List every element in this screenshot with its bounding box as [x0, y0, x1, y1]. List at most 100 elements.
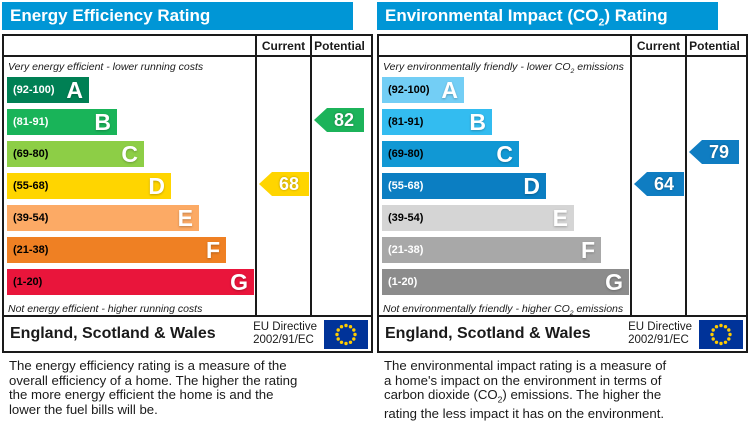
band-letter: G — [605, 269, 623, 295]
rating-band-f: (21-38) F — [382, 237, 601, 263]
band-range-label: (92-100) — [13, 84, 55, 96]
energy-table-footer: England, Scotland & Wales EU Directive 2… — [4, 315, 371, 351]
energy-description: The energy efficiency rating is a measur… — [2, 358, 373, 417]
note-subscript: 2 — [569, 310, 574, 318]
potential-rating-value: 82 — [333, 109, 355, 130]
description-line: The environmental impact rating is a mea… — [384, 358, 667, 373]
title-text: Environmental Impact (CO — [385, 6, 599, 25]
energy-efficiency-panel: Energy Efficiency Rating Current Potenti… — [2, 2, 373, 417]
band-range-label: (69-80) — [388, 148, 424, 160]
note-text: emissions — [574, 61, 624, 73]
note-text: Not environmentally friendly - higher CO — [383, 303, 570, 315]
band-range-label: (81-91) — [13, 116, 49, 128]
description-line: rating the less impact it has on the env… — [384, 406, 665, 422]
energy-bottom-note: Not energy efficient - higher running co… — [8, 303, 203, 315]
band-range-label: (55-68) — [388, 180, 424, 192]
band-letter: E — [552, 205, 568, 231]
title-subscript: 2 — [598, 16, 605, 29]
energy-band-area: Very energy efficient - lower running co… — [4, 57, 255, 315]
band-letter: F — [580, 237, 595, 263]
band-range-label: (21-38) — [13, 244, 49, 256]
environment-top-note: Very environmentally friendly - lower CO… — [379, 59, 630, 75]
eu-flag-icon — [324, 319, 368, 349]
rating-band-e: (39-54) E — [382, 205, 574, 231]
eu-flag-icon — [699, 319, 743, 349]
band-letter: E — [177, 205, 193, 231]
region-label: England, Scotland & Wales — [385, 325, 591, 342]
eu-directive-label: EU Directive 2002/91/EC — [628, 321, 692, 347]
band-letter: C — [121, 141, 138, 167]
energy-table-header: Current Potential — [4, 36, 371, 57]
rating-band-d: (55-68) D — [382, 173, 546, 199]
eu-directive-line2: 2002/91/EC — [628, 334, 689, 346]
band-letter: A — [66, 77, 83, 103]
eu-directive-line2: 2002/91/EC — [253, 334, 314, 346]
rating-band-g: (1-20) G — [382, 269, 629, 295]
rating-band-d: (55-68) D — [7, 173, 171, 199]
band-letter: B — [469, 109, 486, 135]
header-spacer — [379, 36, 630, 55]
band-range-label: (39-54) — [13, 212, 49, 224]
eu-directive-line1: EU Directive — [628, 321, 692, 334]
title-text: ) Rating — [604, 6, 668, 25]
current-column-header: Current — [630, 36, 685, 55]
energy-top-note: Very energy efficient - lower running co… — [8, 61, 204, 73]
band-letter: D — [148, 173, 165, 199]
eu-directive-line1: EU Directive — [253, 321, 317, 334]
band-range-label: (92-100) — [388, 84, 430, 96]
description-line: overall efficiency of a home. The higher… — [9, 372, 298, 388]
band-range-label: (55-68) — [13, 180, 49, 192]
description-line: a home's impact on the environment in te… — [384, 372, 662, 388]
environment-current-column: 64 — [630, 57, 685, 315]
band-letter: F — [205, 237, 220, 263]
band-letter: D — [523, 173, 540, 199]
rating-band-c: (69-80) C — [382, 141, 519, 167]
region-label: England, Scotland & Wales — [10, 325, 216, 342]
environment-panel-title: Environmental Impact (CO2) Rating — [377, 2, 718, 30]
band-letter: B — [94, 109, 111, 135]
band-letter: A — [441, 77, 458, 103]
description-line: lower the fuel bills will be. — [9, 401, 158, 417]
potential-column-header: Potential — [310, 36, 367, 55]
description-text: ) emissions. The higher the — [502, 387, 662, 403]
eu-directive-label: EU Directive 2002/91/EC — [253, 321, 317, 347]
note-text: Very environmentally friendly - lower CO — [383, 61, 571, 73]
rating-band-g: (1-20) G — [7, 269, 254, 295]
current-rating-value: 64 — [653, 173, 675, 194]
current-rating-arrow: 64 — [634, 172, 684, 196]
description-subscript: 2 — [497, 394, 503, 405]
environmental-impact-panel: Environmental Impact (CO2) Rating Curren… — [377, 2, 748, 422]
band-range-label: (81-91) — [388, 116, 424, 128]
rating-band-c: (69-80) C — [7, 141, 144, 167]
note-text: emissions — [573, 303, 624, 315]
energy-panel-title: Energy Efficiency Rating — [2, 2, 353, 30]
environment-chart-body: Very environmentally friendly - lower CO… — [379, 57, 746, 318]
band-letter: C — [496, 141, 513, 167]
energy-rating-table: Current Potential Very energy efficient … — [2, 34, 373, 353]
rating-band-e: (39-54) E — [7, 205, 199, 231]
energy-current-column: 68 — [255, 57, 310, 315]
potential-column-header: Potential — [685, 36, 742, 55]
current-column-header: Current — [255, 36, 310, 55]
rating-band-f: (21-38) F — [7, 237, 226, 263]
environment-potential-column: 79 — [685, 57, 742, 315]
description-line: the more energy efficient the home is an… — [9, 387, 274, 403]
potential-rating-value: 79 — [708, 141, 730, 162]
band-letter: G — [230, 269, 248, 295]
description-text: carbon dioxide (CO — [384, 387, 498, 403]
energy-potential-column: 82 — [310, 57, 367, 315]
description-line: carbon dioxide (CO2) emissions. The high… — [384, 387, 748, 407]
environment-band-area: Very environmentally friendly - lower CO… — [379, 57, 630, 318]
current-rating-arrow: 68 — [259, 172, 309, 196]
environment-table-footer: England, Scotland & Wales EU Directive 2… — [379, 315, 746, 351]
environment-rating-table: Current Potential Very environmentally f… — [377, 34, 748, 353]
environment-table-header: Current Potential — [379, 36, 746, 57]
potential-rating-arrow: 82 — [314, 108, 364, 132]
rating-band-b: (81-91) B — [7, 109, 117, 135]
header-spacer — [4, 36, 255, 55]
rating-band-a: (92-100) A — [382, 77, 464, 103]
current-rating-value: 68 — [278, 173, 300, 194]
environment-description: The environmental impact rating is a mea… — [377, 358, 748, 422]
energy-chart-body: Very energy efficient - lower running co… — [4, 57, 371, 315]
